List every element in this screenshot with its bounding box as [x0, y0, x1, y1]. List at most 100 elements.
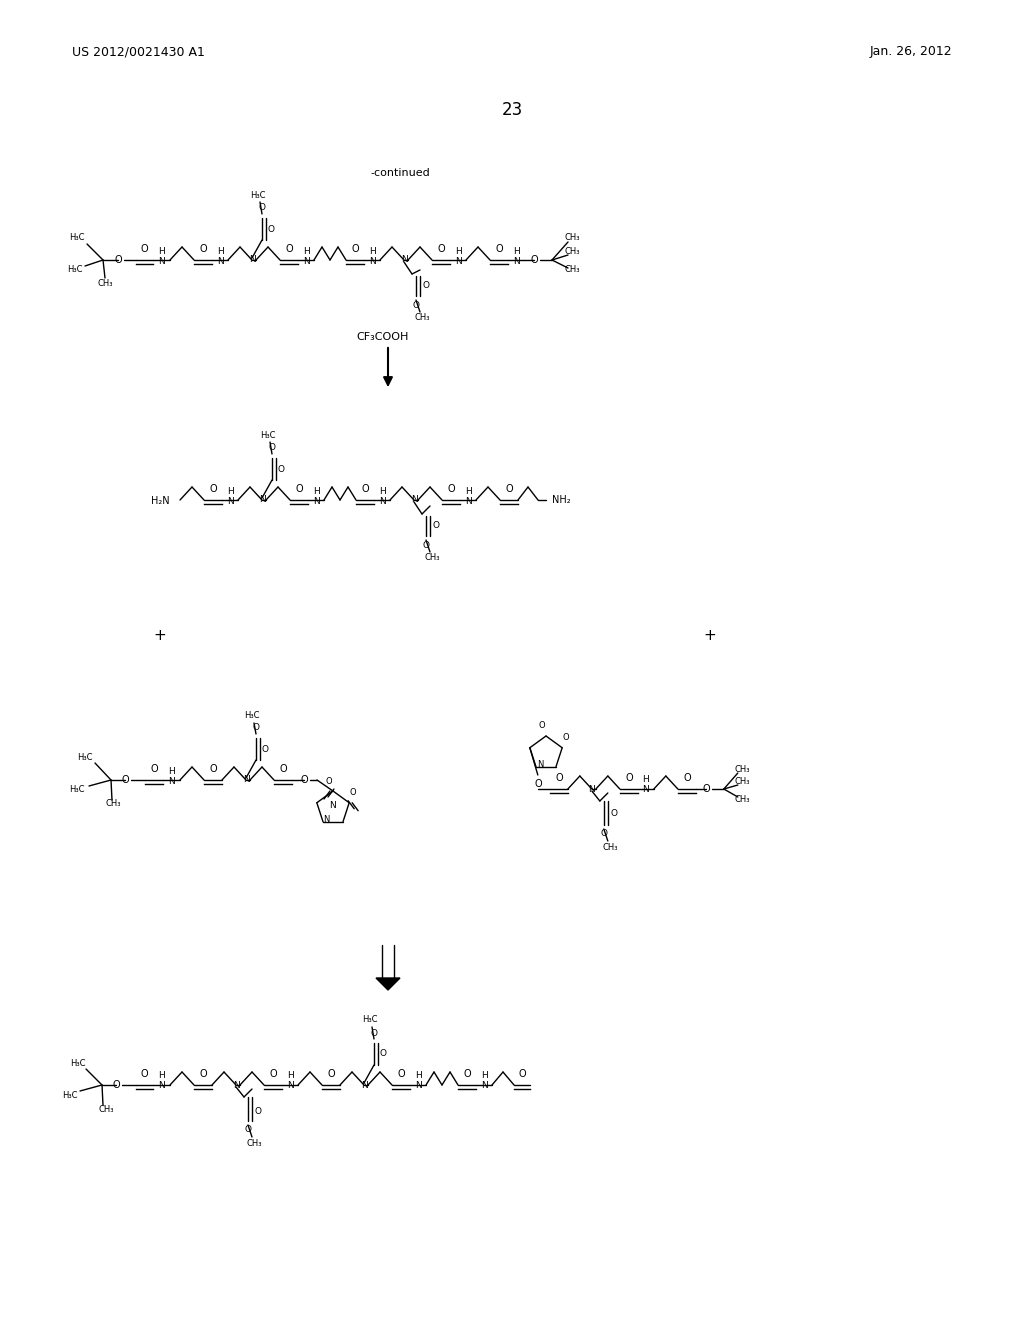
Text: N: N: [642, 785, 649, 795]
Text: +: +: [703, 627, 717, 643]
Text: O: O: [563, 733, 569, 742]
Text: N: N: [323, 816, 329, 824]
Text: O: O: [268, 444, 275, 453]
Text: O: O: [437, 244, 444, 253]
Text: O: O: [253, 723, 259, 733]
Text: O: O: [361, 484, 369, 494]
Text: N: N: [158, 256, 165, 265]
Text: N: N: [232, 1081, 240, 1089]
Text: N: N: [455, 256, 462, 265]
Text: O: O: [115, 255, 122, 265]
Text: N: N: [303, 256, 309, 265]
Text: CH₃: CH₃: [734, 764, 750, 774]
Text: O: O: [269, 1069, 276, 1078]
Text: O: O: [350, 788, 356, 797]
Text: H₃C: H₃C: [70, 234, 85, 243]
Text: N: N: [168, 776, 175, 785]
Text: N: N: [249, 256, 255, 264]
Text: US 2012/0021430 A1: US 2012/0021430 A1: [72, 45, 205, 58]
Text: N: N: [312, 496, 319, 506]
Text: O: O: [423, 281, 429, 290]
Text: N: N: [369, 256, 376, 265]
Text: O: O: [371, 1028, 378, 1038]
Text: H: H: [158, 1072, 165, 1081]
Text: O: O: [140, 244, 148, 253]
Text: H: H: [369, 247, 376, 256]
Polygon shape: [376, 978, 400, 990]
Text: H: H: [480, 1072, 487, 1081]
Text: O: O: [423, 540, 429, 549]
Text: -continued: -continued: [370, 168, 430, 178]
Text: N: N: [415, 1081, 421, 1090]
Text: O: O: [539, 722, 546, 730]
Text: H₃C: H₃C: [68, 265, 83, 275]
Text: H: H: [465, 487, 471, 495]
Text: O: O: [245, 1126, 252, 1134]
Text: CH₃: CH₃: [98, 1105, 114, 1114]
Text: O: O: [702, 784, 710, 795]
Text: O: O: [496, 244, 503, 253]
Text: H₂N: H₂N: [151, 496, 169, 506]
Text: H: H: [455, 247, 462, 256]
Text: N: N: [513, 256, 519, 265]
Text: O: O: [140, 1069, 148, 1078]
Text: N: N: [217, 256, 223, 265]
Text: H₃C: H₃C: [62, 1090, 78, 1100]
Text: O: O: [328, 1069, 335, 1078]
Text: N: N: [330, 800, 336, 809]
Text: O: O: [432, 521, 439, 531]
Text: O: O: [600, 829, 607, 838]
Text: H: H: [168, 767, 175, 776]
Text: O: O: [258, 203, 265, 213]
Text: O: O: [530, 255, 538, 265]
Text: CH₃: CH₃: [564, 265, 580, 275]
Text: CH₃: CH₃: [424, 553, 439, 562]
Text: CH₃: CH₃: [97, 279, 113, 288]
Text: H: H: [415, 1072, 421, 1081]
Text: O: O: [121, 775, 129, 785]
Text: O: O: [209, 484, 217, 494]
Text: O: O: [463, 1069, 471, 1078]
Text: O: O: [351, 244, 358, 253]
Text: N: N: [480, 1081, 487, 1090]
Text: O: O: [280, 764, 287, 774]
Text: H₃C: H₃C: [71, 1060, 86, 1068]
Text: O: O: [295, 484, 303, 494]
Text: H₃C: H₃C: [260, 430, 275, 440]
Text: H: H: [642, 776, 649, 784]
Text: O: O: [683, 774, 690, 783]
Text: H: H: [303, 247, 309, 256]
Text: H: H: [158, 247, 165, 256]
Text: CH₃: CH₃: [564, 248, 580, 256]
Text: Jan. 26, 2012: Jan. 26, 2012: [869, 45, 952, 58]
Text: O: O: [447, 484, 455, 494]
Text: O: O: [380, 1049, 386, 1059]
Text: CH₃: CH₃: [602, 842, 617, 851]
Text: H: H: [226, 487, 233, 495]
Text: O: O: [555, 774, 562, 783]
Text: N: N: [226, 496, 233, 506]
Text: CH₃: CH₃: [564, 234, 580, 243]
Text: N: N: [259, 495, 265, 504]
Text: O: O: [625, 774, 633, 783]
Text: CH₃: CH₃: [415, 314, 430, 322]
Text: N: N: [465, 496, 471, 506]
Text: N: N: [379, 496, 385, 506]
Text: N: N: [360, 1081, 368, 1089]
Text: O: O: [255, 1106, 261, 1115]
Text: O: O: [413, 301, 420, 309]
Text: N: N: [158, 1081, 165, 1090]
Text: CH₃: CH₃: [246, 1138, 262, 1147]
Text: H₃C: H₃C: [70, 785, 85, 795]
Text: O: O: [286, 244, 293, 253]
Text: CF₃COOH: CF₃COOH: [356, 333, 409, 342]
Text: H: H: [513, 247, 519, 256]
Text: O: O: [267, 224, 274, 234]
Text: O: O: [151, 764, 158, 774]
Text: O: O: [610, 808, 617, 817]
Text: N: N: [243, 776, 250, 784]
Text: O: O: [505, 484, 513, 494]
Text: H₃C: H₃C: [77, 754, 93, 763]
Text: CH₃: CH₃: [734, 795, 750, 804]
Text: O: O: [209, 764, 217, 774]
